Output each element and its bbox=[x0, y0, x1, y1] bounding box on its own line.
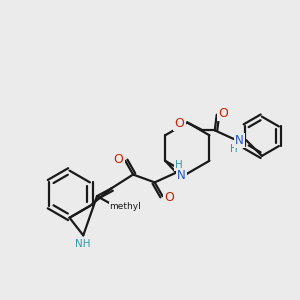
Text: O: O bbox=[113, 153, 123, 166]
Text: N: N bbox=[177, 169, 186, 182]
Text: O: O bbox=[219, 107, 229, 120]
Text: H: H bbox=[230, 144, 237, 154]
Text: O: O bbox=[164, 190, 174, 204]
Text: methyl: methyl bbox=[110, 202, 141, 211]
Text: N: N bbox=[235, 134, 244, 147]
Text: H: H bbox=[176, 160, 183, 170]
Text: O: O bbox=[175, 117, 184, 130]
Text: NH: NH bbox=[74, 239, 90, 249]
